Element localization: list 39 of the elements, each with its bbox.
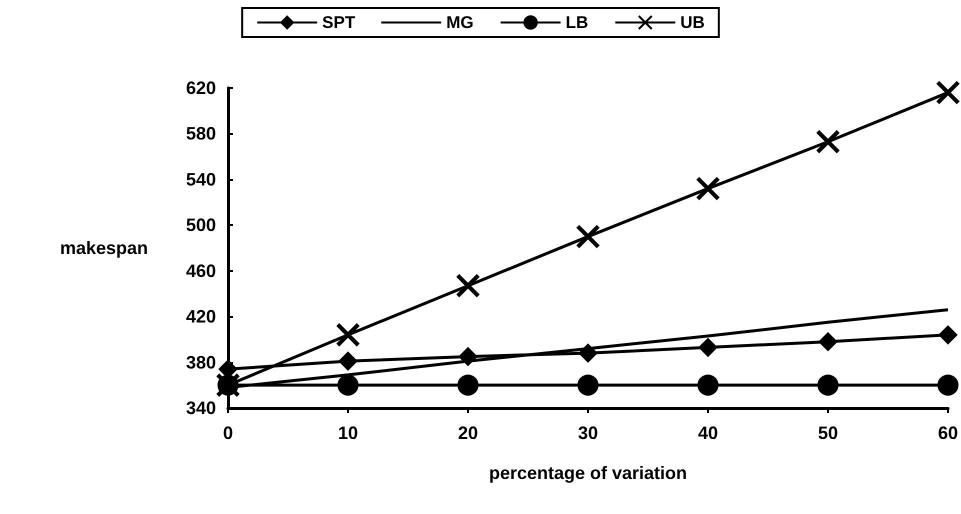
point (936, 81, 960, 104)
y-tick-label: 620 (186, 78, 216, 98)
point (336, 323, 360, 346)
point (938, 374, 958, 396)
legend-label: MG (446, 13, 474, 32)
legend-label: LB (566, 13, 588, 32)
x-tick-label: 0 (222, 423, 234, 443)
x-tick-label: 20 (458, 423, 478, 443)
point (458, 374, 478, 396)
x-tick-label: 50 (818, 423, 838, 443)
x-tick-label: 40 (698, 423, 718, 443)
y-tick-label: 460 (186, 260, 216, 281)
point (578, 344, 598, 363)
x-tick-label: 60 (938, 423, 958, 443)
x-axis-title: percentage of variation (488, 463, 688, 483)
point (816, 130, 840, 154)
y-tick-label: 340 (186, 398, 216, 418)
point (698, 338, 718, 357)
y-tick-label: 380 (186, 352, 216, 372)
point (576, 225, 600, 248)
point (818, 332, 838, 352)
point (458, 347, 478, 366)
legend-label: UB (680, 13, 705, 32)
point (338, 352, 358, 371)
point (456, 274, 480, 298)
y-tick-label: 420 (186, 306, 216, 327)
point (818, 374, 838, 396)
point (698, 374, 718, 396)
point (938, 325, 958, 344)
x-tick-label: 30 (578, 423, 598, 443)
y-axis-title: makespan (60, 238, 148, 258)
y-tick-label: 500 (186, 215, 216, 236)
point (338, 374, 358, 396)
y-tick-label: 580 (186, 124, 216, 144)
x-tick-label: 10 (338, 423, 358, 443)
point (578, 374, 598, 396)
point (696, 177, 720, 200)
legend-label: SPT (322, 13, 356, 32)
y-tick-label: 540 (186, 169, 216, 190)
